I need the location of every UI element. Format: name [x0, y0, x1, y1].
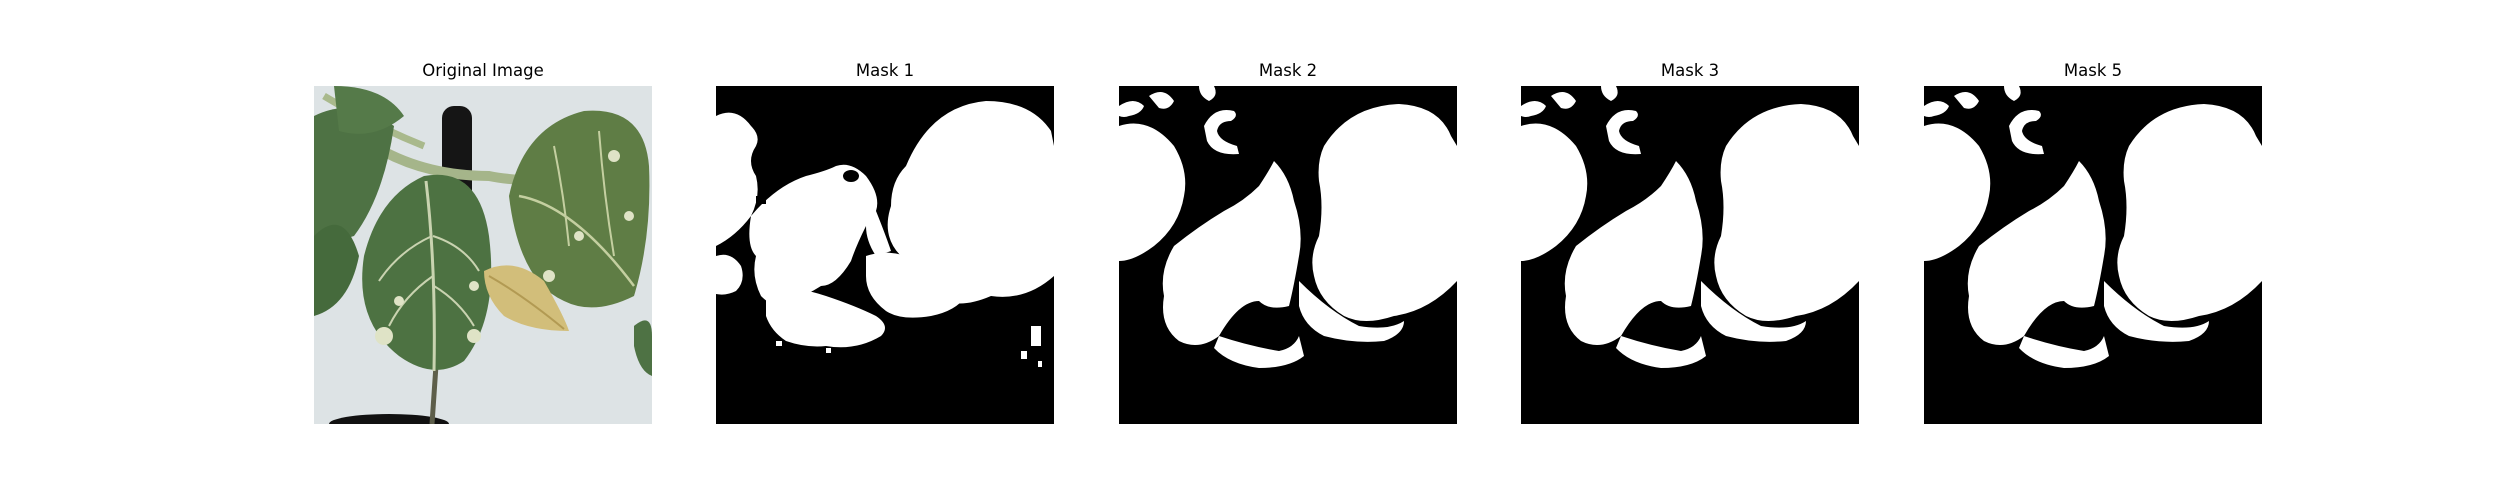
panel-mask-5: Mask 5 — [1924, 60, 2262, 424]
panel-mask-3: Mask 3 — [1521, 60, 1859, 424]
mask-2-graphic — [1119, 86, 1457, 424]
panel-title: Mask 3 — [1660, 61, 1720, 80]
panel-title: Mask 1 — [855, 61, 915, 80]
panel-title: Mask 5 — [2063, 61, 2123, 80]
plant-photo — [314, 86, 652, 424]
panel-title: Original Image — [422, 61, 544, 80]
mask-5-graphic — [1924, 86, 2262, 424]
mask-image — [716, 86, 1054, 424]
panel-title: Mask 2 — [1258, 61, 1318, 80]
panel-mask-2: Mask 2 — [1119, 60, 1457, 424]
panel-mask-1: Mask 1 — [716, 60, 1054, 424]
mask-1-graphic — [716, 86, 1054, 424]
panel-original-image: Original Image — [314, 60, 652, 424]
original-image — [314, 86, 652, 424]
mask-image — [1119, 86, 1457, 424]
mask-3-graphic — [1521, 86, 1859, 424]
mask-image — [1924, 86, 2262, 424]
mask-image — [1521, 86, 1859, 424]
